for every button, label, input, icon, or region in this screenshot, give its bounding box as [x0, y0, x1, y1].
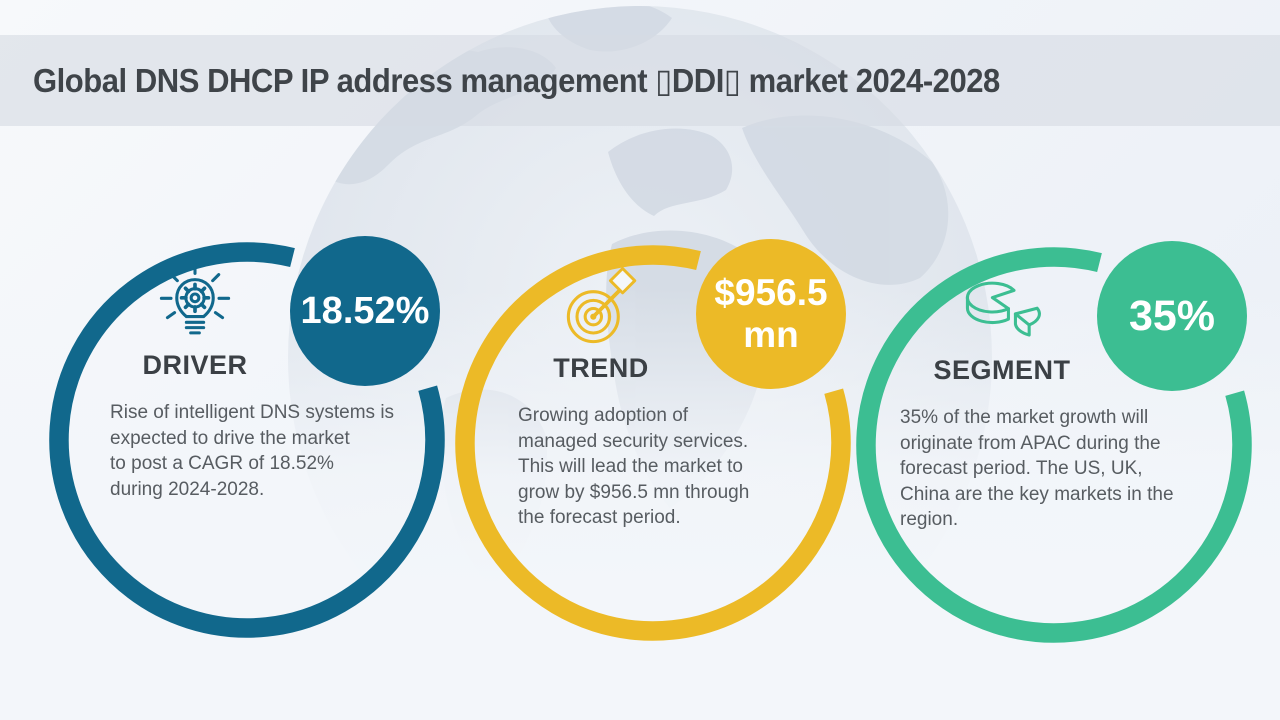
stat-badge-circle: [1097, 241, 1247, 391]
card-description: 35% of the market growth will originate …: [900, 407, 1174, 530]
header-band: Global DNS DHCP IP address management ▯D…: [0, 35, 1280, 126]
segment-ring: [856, 241, 1252, 643]
badge-value: 18.52%: [300, 290, 430, 332]
ring-arc: [856, 247, 1252, 643]
card-heading: DRIVER: [142, 350, 248, 380]
ring-arc: [49, 242, 445, 638]
card-description: Growing adoption of managed security ser…: [518, 405, 750, 528]
stat-card-driver: 18.52%: [35, 228, 459, 652]
driver-ring: [49, 236, 445, 638]
target-arrow-icon: [566, 267, 637, 344]
card-heading: TREND: [553, 353, 649, 383]
stat-card-segment: 35% SEGMENT 35% of the market growth wil…: [842, 233, 1266, 657]
badge-value: $956.5 mn: [714, 272, 828, 355]
ring-arc: [455, 245, 851, 641]
lightbulb-gear-icon: [159, 263, 231, 335]
pie-chart-icon: [965, 281, 1041, 337]
stat-card-trend: $956.5 mn TREND Growing adoption of mana…: [441, 231, 865, 655]
stat-badge-circle: [696, 239, 846, 389]
card-description: Rise of intelligent DNS systems is expec…: [110, 402, 395, 500]
badge-value: 35%: [1128, 292, 1216, 340]
card-heading: SEGMENT: [933, 355, 1071, 385]
page-title: Global DNS DHCP IP address management ▯D…: [33, 62, 1000, 99]
stat-badge-circle: [290, 236, 440, 386]
trend-ring: [455, 239, 851, 641]
